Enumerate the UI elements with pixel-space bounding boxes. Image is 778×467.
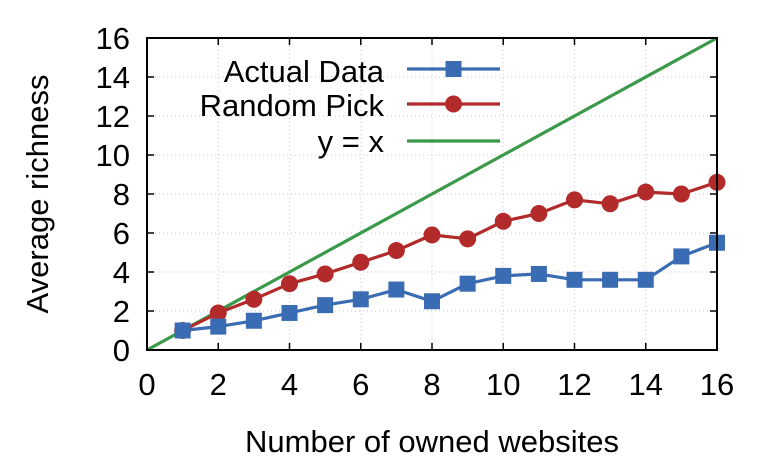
series-actual-data xyxy=(174,234,725,339)
data-point-random-pick xyxy=(245,290,263,308)
data-point-actual-data xyxy=(245,312,262,329)
legend-label-y-equals-x: y = x xyxy=(318,124,385,159)
legend-marker xyxy=(445,61,462,77)
y-tick-label: 2 xyxy=(113,294,130,329)
data-point-actual-data xyxy=(210,318,227,335)
x-tick-label: 4 xyxy=(281,367,298,402)
data-point-random-pick xyxy=(352,253,370,271)
data-point-actual-data xyxy=(602,271,619,288)
x-tick-label: 16 xyxy=(700,367,734,402)
data-point-random-pick xyxy=(637,183,655,201)
legend-label-actual-data: Actual Data xyxy=(224,54,385,89)
data-point-random-pick xyxy=(566,191,583,209)
y-tick-label: 14 xyxy=(96,60,130,95)
data-point-actual-data xyxy=(459,275,476,292)
x-tick-label: 10 xyxy=(486,367,520,402)
data-point-actual-data xyxy=(281,304,298,321)
legend-label-random-pick: Random Pick xyxy=(200,88,385,123)
x-tick-label: 14 xyxy=(629,367,663,402)
series-y-x xyxy=(146,36,718,352)
legend: Actual Data Random Pick y = x xyxy=(200,54,500,159)
x-axis-label: Number of owned websites xyxy=(245,424,619,459)
legend-entry-y-equals-x: y = x xyxy=(318,124,500,159)
y-tick-label: 6 xyxy=(113,216,130,251)
series-line-random-pick xyxy=(181,180,718,332)
legend-marker xyxy=(445,95,462,113)
y-tick-label: 0 xyxy=(113,333,130,368)
data-point-random-pick xyxy=(281,275,298,293)
x-tick-label: 0 xyxy=(138,367,155,402)
x-tick-label: 2 xyxy=(210,367,227,402)
data-point-actual-data xyxy=(530,265,547,282)
tick-labels: 0 2 4 6 8 10 12 14 16 0 2 4 6 8 10 12 14 16 xyxy=(96,21,735,402)
data-point-random-pick xyxy=(494,212,512,230)
data-point-random-pick xyxy=(387,242,405,260)
y-tick-label: 4 xyxy=(113,255,130,290)
data-point-random-pick xyxy=(601,195,619,213)
legend-entry-actual-data: Actual Data xyxy=(224,54,500,89)
data-point-random-pick xyxy=(459,230,477,248)
data-point-random-pick xyxy=(672,185,690,203)
y-tick-label: 12 xyxy=(96,99,130,134)
y-axis-label: Average richness xyxy=(20,75,55,314)
x-tick-label: 8 xyxy=(423,367,440,402)
x-tick-label: 12 xyxy=(557,367,591,402)
data-point-actual-data xyxy=(388,281,405,298)
y-tick-label: 16 xyxy=(96,21,130,56)
data-point-actual-data xyxy=(352,291,369,308)
x-tick-label: 6 xyxy=(352,367,369,402)
data-point-actual-data xyxy=(174,322,191,339)
data-point-random-pick xyxy=(423,226,441,244)
data-point-actual-data xyxy=(495,267,512,284)
data-point-random-pick xyxy=(209,304,227,322)
data-point-actual-data xyxy=(317,297,334,314)
series-layer xyxy=(146,36,726,352)
series-line-y-x xyxy=(146,36,718,352)
data-point-actual-data xyxy=(566,271,583,288)
data-point-actual-data xyxy=(637,271,654,288)
data-point-actual-data xyxy=(424,293,440,310)
data-point-random-pick xyxy=(530,205,548,222)
axis-ticks xyxy=(146,37,718,351)
series-line-actual-data xyxy=(182,241,718,333)
y-tick-label: 10 xyxy=(96,138,130,173)
data-point-actual-data xyxy=(673,248,690,265)
legend-entry-random-pick: Random Pick xyxy=(200,88,500,123)
data-point-random-pick xyxy=(316,265,334,283)
legend-swatch-random-pick xyxy=(407,95,500,113)
legend-swatch-actual-data xyxy=(407,61,500,77)
y-tick-label: 8 xyxy=(113,177,130,212)
